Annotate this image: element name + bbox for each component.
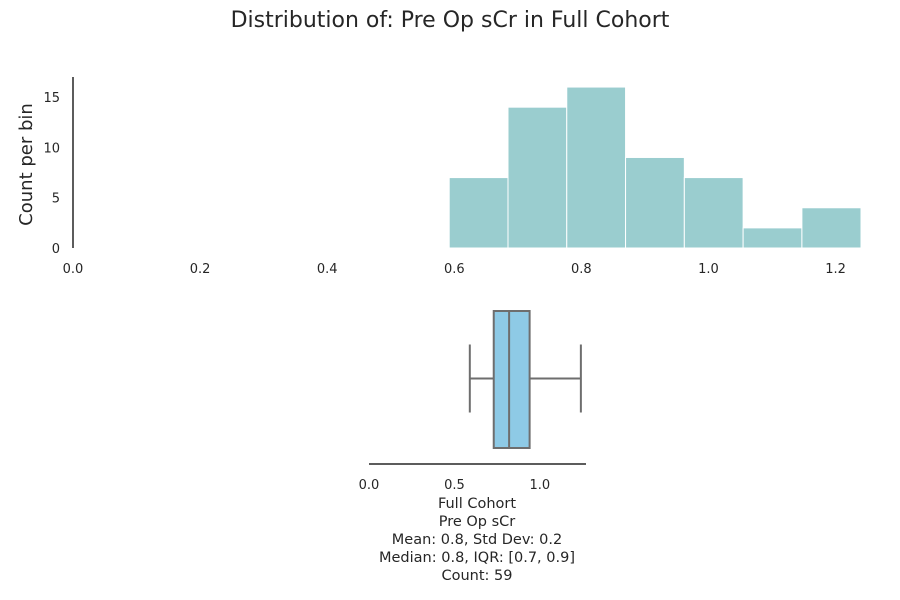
histogram-y-tick-labels: 0 5 10 15 (43, 91, 60, 257)
histogram-x-tick-label: 0.2 (190, 262, 211, 277)
histogram-x-tick-label: 1.0 (698, 262, 719, 277)
histogram-x-tick-label: 1.2 (825, 262, 846, 277)
histogram-x-tick-label: 0.6 (444, 262, 465, 277)
caption-line-count: Count: 59 (441, 568, 512, 584)
histogram-y-tick-label: 15 (43, 91, 60, 106)
boxplot-panel: 0.0 0.5 1.0 Full Cohort Pre Op sCr Mean: 0… (359, 310, 586, 584)
histogram-bar (683, 177, 744, 249)
histogram-x-tick-labels: 0.0 0.2 0.4 0.6 0.8 1.0 1.2 (63, 262, 846, 277)
histogram-bar (801, 207, 862, 249)
boxplot-caption: Full Cohort Pre Op sCr Mean: 0.8, Std De… (379, 496, 575, 584)
histogram-y-tick-label: 10 (43, 141, 60, 156)
histogram-bar (566, 86, 627, 249)
histogram-x-tick-label: 0.4 (317, 262, 338, 277)
chart-title: Distribution of: Pre Op sCr in Full Coho… (230, 8, 670, 33)
boxplot-x-tick-label: 1.0 (530, 478, 551, 493)
histogram-y-axis-label: Count per bin (16, 103, 37, 226)
caption-line-mean-std: Mean: 0.8, Std Dev: 0.2 (392, 532, 562, 548)
caption-line-variable: Pre Op sCr (439, 514, 516, 530)
histogram-x-tick-label: 0.0 (63, 262, 84, 277)
histogram-panel: 0 5 10 15 0.0 0.2 0.4 0.6 0.8 1.0 1.2 Count per b… (16, 77, 862, 277)
boxplot-x-tick-labels: 0.0 0.5 1.0 (359, 478, 551, 493)
histogram-y-tick-label: 5 (52, 192, 60, 207)
boxplot-x-tick-label: 0.5 (444, 478, 465, 493)
histogram-bar (625, 156, 685, 249)
histogram-bar (742, 227, 803, 249)
boxplot-x-tick-label: 0.0 (359, 478, 380, 493)
histogram-bars (448, 86, 862, 249)
caption-line-median-iqr: Median: 0.8, IQR: [0.7, 0.9] (379, 550, 575, 566)
histogram-x-tick-label: 0.8 (571, 262, 592, 277)
boxplot-iqr-box (492, 310, 531, 449)
histogram-y-tick-label: 0 (52, 242, 60, 257)
histogram-bar (507, 106, 568, 249)
histogram-bar (448, 177, 509, 249)
caption-line-cohort: Full Cohort (438, 496, 516, 512)
